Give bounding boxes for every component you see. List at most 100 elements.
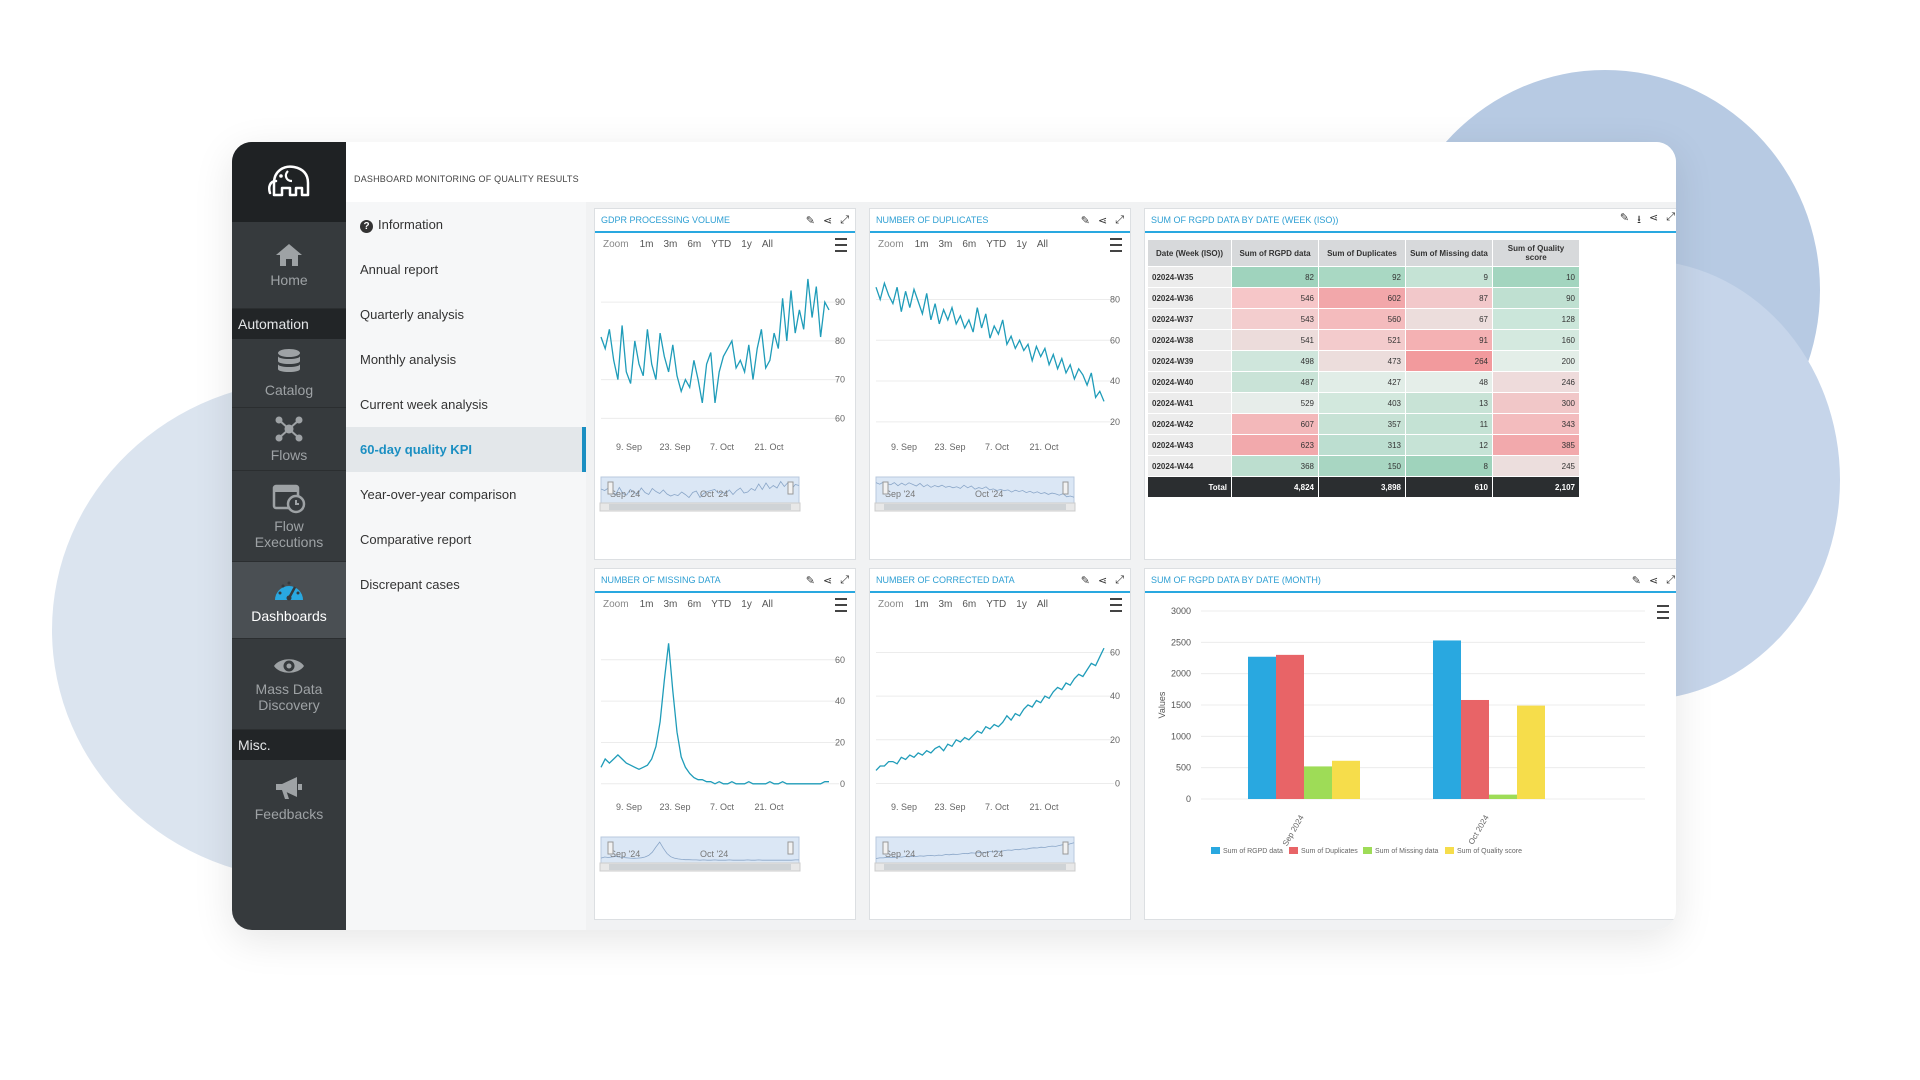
zoom-button-1y[interactable]: 1y: [1016, 238, 1027, 250]
zoom-button-all[interactable]: All: [761, 598, 773, 610]
zoom-button-6m[interactable]: 6m: [962, 238, 977, 250]
chart-menu-icon[interactable]: [1110, 598, 1122, 612]
chart-menu-icon[interactable]: [1657, 605, 1669, 619]
zoom-button-ytd[interactable]: YTD: [711, 238, 732, 250]
download-icon[interactable]: ⭳: [1637, 213, 1641, 226]
share-icon[interactable]: ⋖: [1648, 211, 1659, 224]
zoom-button-1y[interactable]: 1y: [741, 238, 752, 250]
nav-flow-executions[interactable]: Flow Executions: [232, 471, 346, 562]
zoom-button-6m[interactable]: 6m: [687, 598, 702, 610]
navigator-handle-left[interactable]: [882, 481, 889, 495]
zoom-button-3m[interactable]: 3m: [938, 238, 953, 250]
scrollbar-thumb[interactable]: [884, 504, 1066, 510]
share-icon[interactable]: ⋖: [822, 574, 833, 587]
legend-label[interactable]: Sum of Missing data: [1375, 848, 1439, 855]
share-icon[interactable]: ⋖: [1097, 574, 1108, 587]
menu-item-quarterly-analysis[interactable]: Quarterly analysis: [360, 307, 465, 322]
bar[interactable]: [1461, 699, 1489, 799]
pencil-icon[interactable]: ✎: [1080, 574, 1090, 587]
scrollbar-thumb[interactable]: [609, 504, 791, 510]
navigator-handle-left[interactable]: [607, 481, 614, 495]
expand-icon[interactable]: ⤢: [1666, 573, 1675, 586]
pivot-header[interactable]: Date (Week (ISO)): [1147, 239, 1232, 267]
scrollbar-thumb[interactable]: [609, 864, 791, 870]
zoom-button-6m[interactable]: 6m: [962, 598, 977, 610]
chart-menu-icon[interactable]: [835, 598, 847, 612]
nav-dashboards[interactable]: Dashboards: [232, 562, 346, 639]
navigator-handle-left[interactable]: [607, 841, 614, 855]
zoom-button-all[interactable]: All: [1036, 598, 1048, 610]
zoom-button-1y[interactable]: 1y: [741, 598, 752, 610]
chart-menu-icon[interactable]: [1110, 238, 1122, 252]
zoom-button-all[interactable]: All: [1036, 238, 1048, 250]
zoom-button-all[interactable]: All: [761, 238, 773, 250]
menu-item-60-day-quality-kpi[interactable]: 60-day quality KPI: [346, 427, 586, 472]
navigator-handle-left[interactable]: [882, 841, 889, 855]
nav-flows[interactable]: Flows: [232, 408, 346, 471]
zoom-button-1m[interactable]: 1m: [914, 238, 929, 250]
expand-icon[interactable]: ⤢: [1115, 213, 1124, 226]
bar[interactable]: [1433, 640, 1461, 799]
zoom-button-1m[interactable]: 1m: [639, 598, 654, 610]
pivot-header[interactable]: Sum of Quality score: [1492, 239, 1580, 267]
zoom-button-6m[interactable]: 6m: [687, 238, 702, 250]
nav-mass-data-discovery[interactable]: Mass Data Discovery: [232, 639, 346, 730]
expand-icon[interactable]: ⤢: [840, 213, 849, 226]
menu-item-year-over-year[interactable]: Year-over-year comparison: [360, 487, 517, 502]
elephant-logo-icon[interactable]: [232, 142, 346, 222]
menu-item-discrepant-cases[interactable]: Discrepant cases: [360, 577, 460, 592]
pencil-icon[interactable]: ✎: [805, 574, 815, 587]
zoom-button-1m[interactable]: 1m: [914, 598, 929, 610]
menu-item-comparative-report[interactable]: Comparative report: [360, 532, 472, 547]
pivot-header[interactable]: Sum of Duplicates: [1318, 239, 1406, 267]
bar[interactable]: [1276, 654, 1304, 799]
nav-catalog[interactable]: Catalog: [232, 339, 346, 408]
pivot-header[interactable]: Sum of Missing data: [1405, 239, 1493, 267]
share-icon[interactable]: ⋖: [822, 214, 833, 227]
navigator[interactable]: Sep '24 Oct '24: [874, 476, 1076, 512]
chart-menu-icon[interactable]: [835, 238, 847, 252]
zoom-button-3m[interactable]: 3m: [938, 598, 953, 610]
pencil-icon[interactable]: ✎: [1619, 211, 1630, 224]
navigator-handle-right[interactable]: [787, 841, 794, 855]
pencil-icon[interactable]: ✎: [805, 214, 815, 227]
navigator[interactable]: Sep '24 Oct '24: [874, 836, 1076, 872]
pivot-header[interactable]: Sum of RGPD data: [1231, 239, 1319, 267]
navigator-handle-right[interactable]: [1062, 841, 1069, 855]
zoom-button-3m[interactable]: 3m: [663, 238, 678, 250]
zoom-button-ytd[interactable]: YTD: [986, 598, 1007, 610]
navigator-handle-right[interactable]: [787, 481, 794, 495]
navigator[interactable]: Sep '24 Oct '24: [599, 836, 801, 872]
bar[interactable]: [1517, 705, 1545, 799]
pencil-icon[interactable]: ✎: [1080, 214, 1090, 227]
menu-item-information[interactable]: ? Information: [346, 202, 586, 247]
expand-icon[interactable]: ⤢: [1666, 210, 1675, 223]
share-icon[interactable]: ⋖: [1097, 214, 1108, 227]
expand-icon[interactable]: ⤢: [840, 573, 849, 586]
nav-feedbacks[interactable]: Feedbacks: [232, 760, 346, 836]
zoom-button-1y[interactable]: 1y: [1016, 598, 1027, 610]
navigator[interactable]: Sep '24 Oct '24: [599, 476, 801, 512]
zoom-button-ytd[interactable]: YTD: [711, 598, 732, 610]
legend-label[interactable]: Sum of Quality score: [1457, 848, 1522, 855]
navigator-label: Oct '24: [700, 489, 728, 499]
expand-icon[interactable]: ⤢: [1115, 573, 1124, 586]
menu-item-annual-report[interactable]: Annual report: [360, 262, 439, 277]
scrollbar-thumb[interactable]: [884, 864, 1066, 870]
navigator-handle-right[interactable]: [1062, 481, 1069, 495]
menu-item-current-week-analysis[interactable]: Current week analysis: [360, 397, 488, 412]
nav-home[interactable]: Home: [232, 222, 346, 309]
bar[interactable]: [1248, 656, 1276, 799]
bar[interactable]: [1304, 766, 1332, 799]
total-cell: 2,107: [1492, 476, 1580, 498]
legend-label[interactable]: Sum of Duplicates: [1301, 848, 1358, 855]
legend-label[interactable]: Sum of RGPD data: [1223, 848, 1283, 855]
pencil-icon[interactable]: ✎: [1631, 574, 1641, 587]
zoom-button-1m[interactable]: 1m: [639, 238, 654, 250]
bar[interactable]: [1489, 794, 1517, 799]
zoom-button-3m[interactable]: 3m: [663, 598, 678, 610]
zoom-button-ytd[interactable]: YTD: [986, 238, 1007, 250]
bar[interactable]: [1332, 760, 1360, 799]
share-icon[interactable]: ⋖: [1648, 574, 1659, 587]
menu-item-monthly-analysis[interactable]: Monthly analysis: [360, 352, 457, 367]
